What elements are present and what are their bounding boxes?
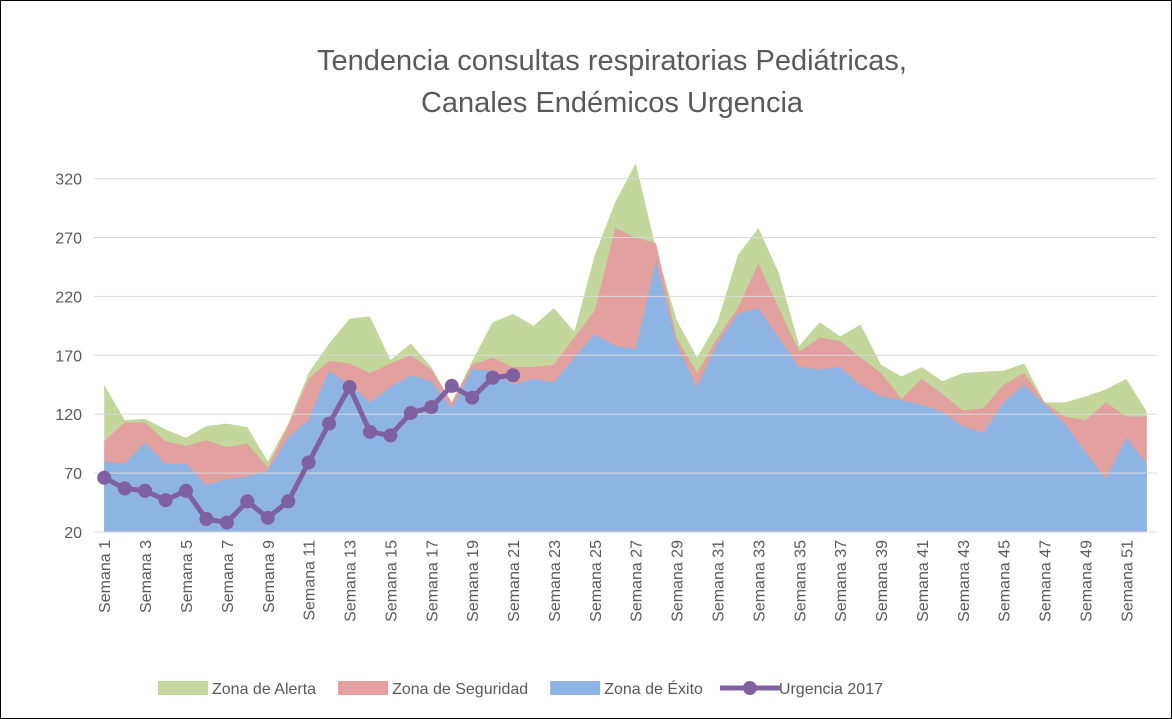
y-tick-label: 320 [55, 172, 82, 189]
legend-label: Urgencia 2017 [779, 681, 883, 698]
marker [424, 400, 439, 415]
marker [322, 416, 337, 431]
marker [281, 494, 296, 509]
legend-swatch [158, 681, 208, 695]
y-tick-label: 170 [55, 348, 82, 365]
x-tick-label: Semana 41 [915, 540, 932, 622]
x-tick-label: Semana 3 [138, 540, 155, 613]
marker [403, 406, 418, 421]
x-tick-label: Semana 35 [792, 540, 809, 622]
marker [301, 455, 316, 470]
marker [138, 483, 153, 498]
x-tick-label: Semana 43 [956, 540, 973, 622]
x-tick-label: Semana 29 [670, 540, 687, 622]
x-tick-label: Semana 23 [547, 540, 564, 622]
grid [94, 178, 1157, 533]
x-tick-label: Semana 45 [997, 540, 1014, 622]
x-tick-label: Semana 51 [1119, 540, 1136, 622]
x-tick-label: Semana 49 [1078, 540, 1095, 622]
x-tick-label: Semana 25 [588, 540, 605, 622]
y-tick-label: 120 [55, 407, 82, 424]
chart-title: Tendencia consultas respiratorias Pediát… [317, 45, 907, 77]
marker [158, 493, 173, 508]
marker [465, 390, 480, 405]
marker [117, 481, 132, 496]
marker [219, 515, 234, 530]
x-tick-label: Semana 15 [383, 540, 400, 622]
marker [444, 378, 459, 393]
marker [342, 380, 357, 395]
x-tick-label: Semana 37 [833, 540, 850, 622]
marker [485, 370, 500, 385]
x-tick-label: Semana 13 [343, 540, 360, 622]
legend-swatch [550, 681, 601, 695]
legend-swatch [742, 681, 757, 695]
chart-title: Canales Endémicos Urgencia [421, 87, 804, 119]
y-tick-label: 70 [64, 466, 82, 483]
y-tick-label: 20 [64, 525, 82, 542]
x-tick-label: Semana 19 [465, 540, 482, 622]
x-tick-label: Semana 39 [874, 540, 891, 622]
legend-label: Zona de Éxito [604, 679, 703, 698]
marker [97, 470, 112, 485]
x-tick-label: Semana 5 [179, 540, 196, 613]
legend-label: Zona de Seguridad [392, 681, 528, 698]
x-tick-label: Semana 21 [506, 540, 523, 622]
legend-swatch [338, 681, 389, 695]
x-tick-label: Semana 1 [97, 540, 114, 613]
x-tick-label: Semana 9 [261, 540, 278, 613]
marker [506, 368, 521, 383]
x-tick-label: Semana 33 [751, 540, 768, 622]
marker [199, 512, 214, 527]
x-tick-label: Semana 7 [220, 540, 237, 613]
marker [383, 428, 398, 443]
marker [178, 483, 193, 498]
x-tick-label: Semana 47 [1038, 540, 1055, 622]
legend-label: Zona de Alerta [212, 681, 316, 698]
x-tick-label: Semana 17 [424, 540, 441, 622]
marker [362, 424, 377, 439]
x-tick-label: Semana 27 [629, 540, 646, 622]
area [104, 261, 1147, 532]
marker [260, 510, 275, 525]
y-tick-label: 270 [55, 230, 82, 247]
marker [240, 494, 255, 509]
x-tick-label: Semana 11 [302, 540, 319, 621]
x-tick-label: Semana 31 [710, 540, 727, 622]
y-tick-label: 220 [55, 289, 82, 306]
